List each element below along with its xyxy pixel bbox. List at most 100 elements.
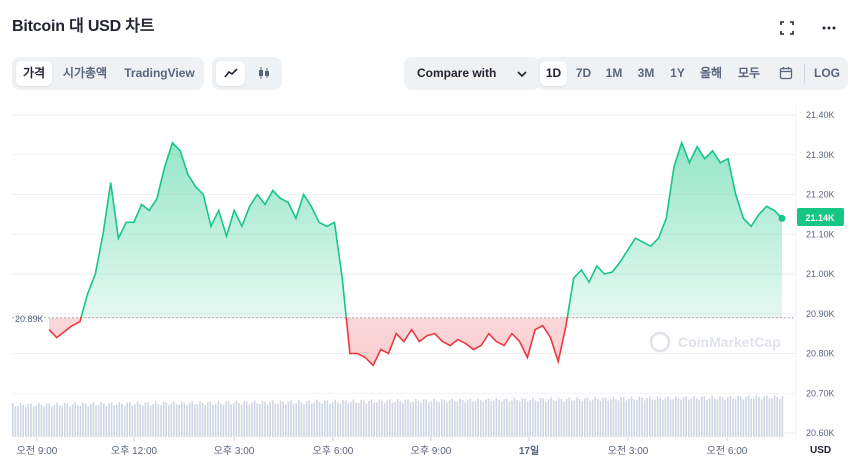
volume-bar [363,400,365,437]
volume-bar [529,399,531,437]
y-tick-label: 21.30K [806,150,835,160]
volume-bar [628,398,630,437]
log-scale-toggle[interactable]: LOG [814,66,840,80]
volume-bar [394,402,396,437]
range-ytd[interactable]: 올해 [699,66,723,80]
volume-bar [672,399,674,437]
volume-bar [716,399,719,437]
y-tick-label: 21.10K [806,229,835,239]
volume-bar [662,400,664,437]
volume-bar [727,397,729,437]
more-icon[interactable] [819,18,839,38]
volume-bar [162,401,165,437]
volume-bar [545,401,547,437]
volume-bar [578,398,581,437]
y-tick-label: 20.60K [806,428,835,438]
volume-bar [155,401,157,437]
volume-bar [412,401,414,437]
volume-bar [66,403,69,437]
volume-bar [643,400,646,437]
divider [804,64,805,83]
volume-bar [246,401,248,437]
range-all[interactable]: 모두 [737,66,761,80]
price-chart[interactable]: CoinMarketCap 21.40K21.30K21.20K21.10K21… [0,95,851,463]
volume-bar [56,402,58,437]
volume-bar [732,398,734,437]
volume-bar [365,403,368,437]
volume-bar [352,399,355,437]
volume-bar [610,399,612,437]
volume-bar [58,405,61,437]
volume-bar [451,398,453,437]
watermark-text: CoinMarketCap [678,334,781,350]
calendar-icon [779,67,793,80]
volume-bar [324,400,326,437]
volume-bar [51,406,53,437]
volume-bar [378,399,381,437]
volume-bar [100,402,102,437]
range-7d[interactable]: 7D [575,66,592,80]
volume-bar [396,399,399,437]
volume-bar [659,397,661,437]
volume-bar [183,402,186,437]
volume-bar [357,402,360,437]
x-axis: 오전 9:00 오후 12:00 오후 3:00 오후 6:00 오후 9:00 17일 오… [17,437,748,457]
volume-bar [568,397,570,437]
range-1d[interactable]: 1D [540,61,567,86]
volume-bar [581,401,583,437]
line-chart-icon [223,68,238,78]
volume-bar [116,404,118,437]
fullscreen-icon[interactable] [777,18,797,38]
volume-bar [534,400,537,437]
tab-market-cap[interactable]: 시가총액 [62,66,108,80]
volume-bar [766,395,768,437]
volume-bar [763,396,765,437]
volume-bar [636,400,638,437]
volume-bar [298,400,300,437]
calendar-button[interactable] [772,61,800,86]
volume-bar [123,405,126,437]
volume-bar [513,397,516,437]
baseline-label: 20.89K [15,314,44,324]
volume-bar [560,398,563,437]
volume-bar [370,399,373,437]
volume-bar [682,397,685,437]
volume-bar [719,396,721,437]
volume-bar [584,398,586,437]
current-price-tag: 21.14K [797,208,844,226]
volume-bar [264,401,266,437]
volume-bar [74,402,76,437]
volume-bar [147,402,149,437]
volume-bars [12,395,784,437]
range-1y[interactable]: 1Y [670,66,685,80]
volume-bar [677,398,680,437]
volume-bar [53,404,56,437]
volume-bar [368,401,370,437]
current-price-label: 21.14K [805,213,835,223]
tab-tradingview[interactable]: TradingView [124,66,195,80]
candlestick-button[interactable] [249,61,278,86]
volume-bar [40,405,43,437]
volume-bar [303,403,305,437]
volume-bar [27,403,30,437]
tab-price[interactable]: 가격 [16,61,52,86]
volume-bar [233,403,235,437]
volume-bar [136,401,139,437]
volume-bar [305,401,308,437]
volume-bar [409,402,412,437]
volume-bar [217,400,219,437]
range-1m[interactable]: 1M [605,66,623,80]
range-3m[interactable]: 3M [637,66,655,80]
y-tick-label: 20.90K [806,309,835,319]
volume-bar [550,397,552,437]
volume-bar [602,397,604,437]
volume-bar [742,399,745,437]
compare-with-dropdown[interactable]: Compare with [404,57,540,90]
volume-bar [612,396,615,437]
line-chart-button[interactable] [216,61,245,86]
volume-bar [87,406,89,437]
volume-bar [537,401,539,437]
volume-bar [168,405,170,437]
page-title: Bitcoin 대 USD 차트 [12,18,155,35]
volume-bar [69,406,71,437]
